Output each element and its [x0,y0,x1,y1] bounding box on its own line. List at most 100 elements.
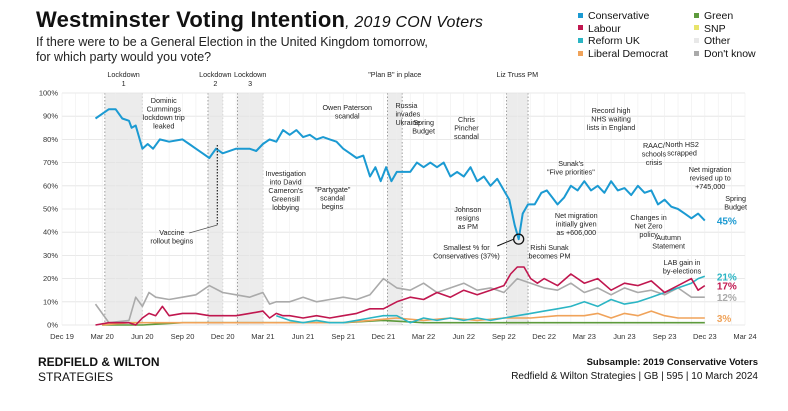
legend-label: Green [704,10,734,22]
annotation-text: +745,000 [695,182,725,191]
legend-swatch [694,25,699,31]
period-label: Lockdown [107,70,139,79]
annotation-text: Spring [725,194,746,203]
brand-logo: REDFIELD & WILTON STRATEGIES [38,355,160,385]
x-tick-label: Dec 21 [372,332,396,341]
x-tick-label: Sep 20 [171,332,195,341]
legend-swatch [578,12,583,18]
annotation-text: Sunak's [558,159,584,168]
minimum-marker-pointer [497,238,514,247]
legend-swatch [694,38,699,44]
chart-title: Westminster Voting Intention, 2019 CON V… [36,7,483,33]
annotation-text: Investigation [265,169,305,178]
y-tick-label: 40% [43,228,58,237]
annotation-text: begins [322,202,344,211]
series-line-reform-uk [276,275,706,324]
period-label: 1 [122,79,126,88]
legend-swatch [578,50,583,56]
annotation-text: crisis [646,158,663,167]
y-tick-label: 20% [43,274,58,283]
x-tick-label: Jun 20 [131,332,154,341]
vaccine-pointer [189,224,218,234]
end-label: 3% [717,314,732,325]
legend-label: Don't know [704,48,756,61]
question-line-1: If there were to be a General Election i… [36,35,428,49]
annotation-text: schools [642,150,667,159]
x-tick-label: Mar 23 [573,332,596,341]
period-label: "Plan B" in place [368,70,421,79]
annotation-text: Rishi Sunak [530,243,569,252]
annotation-text: invades [395,110,420,119]
annotation-text: as PM [458,222,478,231]
annotation-text: "Five priorities" [547,168,595,177]
annotation-text: "Partygate" [315,185,351,194]
annotation-text: Johnson [454,205,481,214]
subsample-note: Subsample: 2019 Conservative Voters [586,357,758,368]
annotation-text: resigns [456,214,480,223]
series-line-liberal-democrat [102,310,705,326]
x-tick-label: Dec 23 [693,332,717,341]
annotation-text: RAAC/ [643,141,665,150]
legend-label: Reform UK [588,35,640,48]
legend-item-snp: SNP [694,23,726,36]
annotation-text: scandal [454,132,479,141]
y-tick-label: 90% [43,112,58,121]
legend-label: Conservative [588,10,650,22]
annotation-text: Ukraine [395,118,420,127]
annotation-text: policy [639,230,658,239]
annotation-text: Pincher [454,124,479,133]
annotation-text: Greensill [271,195,300,204]
annotation-text: North HS2 [665,140,699,149]
x-tick-label: Dec 22 [532,332,556,341]
annotation-text: LAB gain in [664,258,701,267]
annotation-text: scandal [335,112,360,121]
annotation-text: Autumn [656,233,681,242]
brand-line-2: STRATEGIES [38,370,114,384]
annotation-text: Budget [412,127,435,136]
legend-swatch [578,25,583,31]
annotation-text: Net Zero [635,222,663,231]
annotation-text: Statement [652,242,685,251]
period-label: Liz Truss PM [497,70,539,79]
x-tick-label: Mar 21 [251,332,274,341]
annotation-text: as +606,000 [556,228,596,237]
annotation-text: lists in England [587,123,635,132]
legend-item-conservative: Conservative [578,10,649,23]
legend-swatch [694,12,699,18]
x-tick-label: Dec 19 [50,332,74,341]
legend-item-green: Green [694,10,733,23]
legend-label: Liberal Democrat [588,48,668,61]
annotation-text: NHS waiting [591,115,631,124]
legend-item-reform-uk: Reform UK [578,35,640,48]
legend-label: Other [704,35,731,48]
y-tick-label: 10% [43,297,58,306]
annotation-text: Russia [395,101,417,110]
annotation-text: lockdown trip [143,113,185,122]
y-tick-label: 70% [43,158,58,167]
x-tick-label: Sep 22 [492,332,516,341]
annotation-text: becomes PM [528,252,570,261]
y-tick-label: 60% [43,181,58,190]
period-label: Lockdown [199,70,231,79]
end-label: 12% [717,293,737,304]
end-label: 21% [717,272,737,283]
series-lines [94,108,706,326]
annotation-text: rollout begins [150,237,193,246]
legend-swatch [578,38,583,44]
annotation-text: Vaccine [159,228,184,237]
x-tick-label: Mar 20 [91,332,114,341]
annotation-text: Changes in [630,213,666,222]
annotation-text: Owen Paterson [322,103,372,112]
y-tick-label: 100% [39,89,59,98]
x-tick-label: Jun 21 [292,332,315,341]
annotation-text: Dominic [151,96,177,105]
legend-swatch [694,50,699,56]
annotation-text: Cameron's [268,186,303,195]
end-label: 17% [717,282,737,293]
period-label: 3 [248,79,252,88]
annotation-text: Chris [458,115,475,124]
chart-title-subtitle: , 2019 CON Voters [345,14,484,31]
legend-label: Labour [588,22,621,35]
